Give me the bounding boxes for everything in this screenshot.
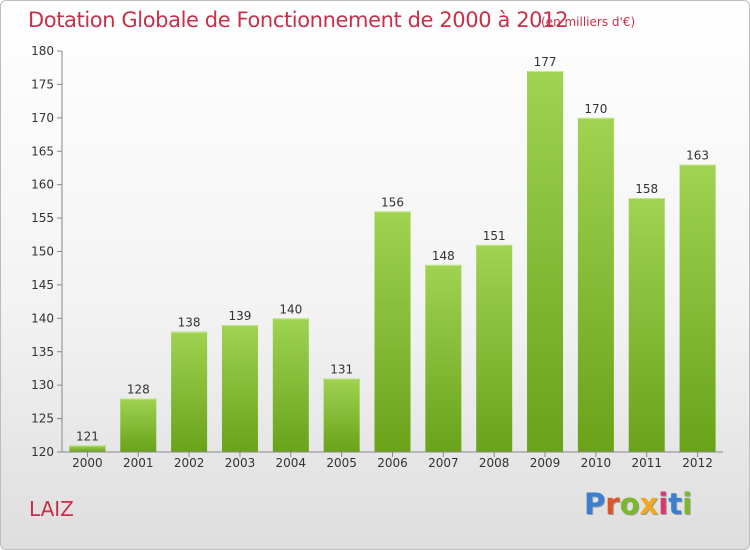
x-tick-label: 2009 (530, 456, 561, 470)
y-tick-label: 165 (31, 144, 54, 158)
bar-value-label: 131 (330, 362, 353, 376)
logo-letter: o (619, 487, 640, 521)
commune-name: LAIZ (29, 497, 74, 521)
bar-2003 (221, 325, 258, 452)
y-tick-label: 125 (31, 412, 54, 426)
x-tick-label: 2006 (377, 456, 408, 470)
unit-note: (en milliers d'€) (541, 15, 636, 29)
x-tick-label: 2001 (123, 456, 154, 470)
bar-2009 (527, 71, 564, 453)
bar-2012 (679, 164, 716, 452)
x-tick-label: 2008 (479, 456, 510, 470)
bar-value-label: 138 (178, 316, 201, 330)
x-tick-label: 2002 (174, 456, 205, 470)
bar-value-label: 121 (76, 429, 99, 443)
x-tick-label: 2010 (581, 456, 612, 470)
bar-2007 (425, 264, 462, 452)
x-tick-label: 2004 (276, 456, 307, 470)
bar-value-label: 156 (381, 195, 404, 209)
bar-value-label: 158 (635, 182, 658, 196)
logo-letter: i (682, 487, 693, 521)
y-tick-label: 180 (31, 44, 54, 58)
logo-letter: P (584, 487, 606, 521)
bar-value-label: 139 (229, 309, 252, 323)
y-tick-label: 130 (31, 378, 54, 392)
x-tick-label: 2012 (682, 456, 713, 470)
y-tick-label: 120 (31, 445, 54, 459)
bar-value-label: 170 (584, 102, 607, 116)
bar-value-label: 177 (534, 55, 557, 69)
bar-2001 (120, 398, 157, 452)
y-tick-label: 155 (31, 211, 54, 225)
y-tick-label: 150 (31, 245, 54, 259)
y-tick-label: 175 (31, 77, 54, 91)
x-tick-label: 2003 (225, 456, 256, 470)
bar-2005 (323, 378, 360, 452)
y-tick-label: 135 (31, 345, 54, 359)
bar-value-label: 148 (432, 249, 455, 263)
bar-value-label: 163 (686, 149, 709, 163)
axes-group: 120 125 130 135 140 145 150 155 160 165 170 175 180 2… (31, 44, 723, 470)
bar-2004 (272, 318, 309, 452)
bar-2011 (628, 198, 665, 452)
proxiti-logo[interactable]: Proxiti (584, 487, 692, 521)
x-tick-label: 2005 (326, 456, 357, 470)
y-tick-label: 160 (31, 178, 54, 192)
bar-2002 (171, 331, 208, 452)
bar-value-label: 140 (279, 302, 302, 316)
chart-title: Dotation Globale de Fonctionnement de 20… (28, 8, 569, 32)
bar-2000 (69, 445, 106, 452)
bars-group: 121 128 138 139 140 131 156 148 151 177 170 158 163 (69, 55, 716, 453)
y-tick-label: 140 (31, 311, 54, 325)
x-tick-label: 2000 (72, 456, 103, 470)
y-tick-label: 170 (31, 111, 54, 125)
logo-letter: x (639, 487, 659, 521)
bar-value-label: 151 (483, 229, 506, 243)
y-tick-label: 145 (31, 278, 54, 292)
x-tick-label: 2007 (428, 456, 459, 470)
bar-value-label: 128 (127, 383, 150, 397)
bar-2010 (577, 117, 614, 452)
logo-letter: t (668, 487, 683, 521)
x-tick-label: 2011 (631, 456, 662, 470)
bar-2006 (374, 211, 411, 452)
bar-2008 (476, 244, 513, 452)
logo-letter: i (658, 487, 669, 521)
logo-letter: r (605, 487, 620, 521)
